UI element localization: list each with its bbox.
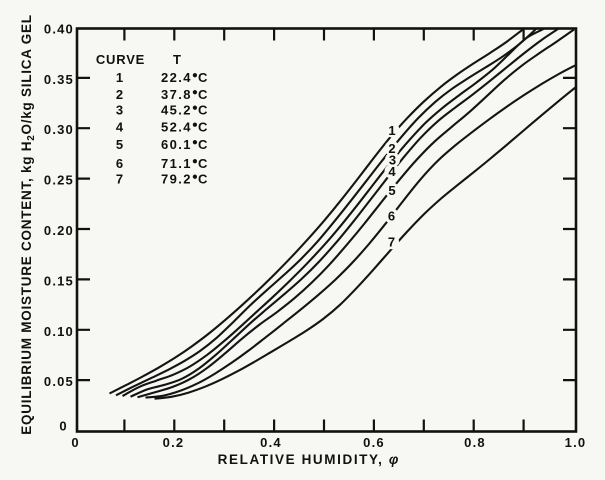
svg-text:37.8●C: 37.8●C bbox=[161, 87, 209, 102]
svg-text:0.35: 0.35 bbox=[44, 72, 74, 87]
svg-text:6: 6 bbox=[388, 209, 395, 224]
svg-text:60.1●C: 60.1●C bbox=[161, 137, 209, 152]
svg-text:0.15: 0.15 bbox=[44, 273, 74, 288]
svg-text:0.25: 0.25 bbox=[44, 173, 74, 188]
svg-text:7: 7 bbox=[116, 171, 123, 186]
svg-text:0: 0 bbox=[71, 435, 78, 450]
svg-text:0.30: 0.30 bbox=[44, 122, 74, 137]
svg-text:22.4●C: 22.4●C bbox=[161, 70, 209, 85]
svg-text:2: 2 bbox=[388, 141, 395, 156]
svg-text:0.05: 0.05 bbox=[44, 374, 74, 389]
svg-text:79.2●C: 79.2●C bbox=[161, 171, 209, 186]
svg-text:5: 5 bbox=[388, 183, 395, 198]
svg-text:0.4: 0.4 bbox=[260, 435, 282, 450]
svg-text:0.20: 0.20 bbox=[44, 223, 74, 238]
svg-text:0.40: 0.40 bbox=[44, 22, 74, 37]
svg-text:1: 1 bbox=[116, 70, 123, 85]
svg-text:0.6: 0.6 bbox=[363, 435, 385, 450]
svg-text:0.10: 0.10 bbox=[44, 324, 74, 339]
svg-text:2: 2 bbox=[116, 87, 123, 102]
svg-text:4: 4 bbox=[388, 164, 396, 179]
svg-text:7: 7 bbox=[388, 235, 395, 250]
svg-text:1: 1 bbox=[388, 123, 395, 138]
svg-text:71.1●C: 71.1●C bbox=[161, 156, 209, 171]
svg-text:CURVE: CURVE bbox=[96, 52, 145, 67]
svg-text:T: T bbox=[173, 52, 181, 67]
svg-text:5: 5 bbox=[116, 137, 123, 152]
svg-text:4: 4 bbox=[116, 119, 124, 134]
svg-text:0.2: 0.2 bbox=[163, 435, 185, 450]
svg-text:45.2●C: 45.2●C bbox=[161, 102, 209, 117]
svg-text:RELATIVE HUMIDITY, φ: RELATIVE HUMIDITY, φ bbox=[218, 452, 399, 467]
svg-text:3: 3 bbox=[389, 153, 396, 168]
svg-text:EQUILIBRIUM MOISTURE CONTENT,: EQUILIBRIUM MOISTURE CONTENT, kg H2O/kg … bbox=[19, 14, 37, 435]
svg-text:0: 0 bbox=[59, 418, 66, 433]
svg-text:1.0: 1.0 bbox=[565, 435, 587, 450]
svg-text:52.4●C: 52.4●C bbox=[161, 119, 209, 134]
svg-text:6: 6 bbox=[116, 156, 123, 171]
svg-text:3: 3 bbox=[116, 102, 123, 117]
svg-text:0.8: 0.8 bbox=[464, 435, 486, 450]
